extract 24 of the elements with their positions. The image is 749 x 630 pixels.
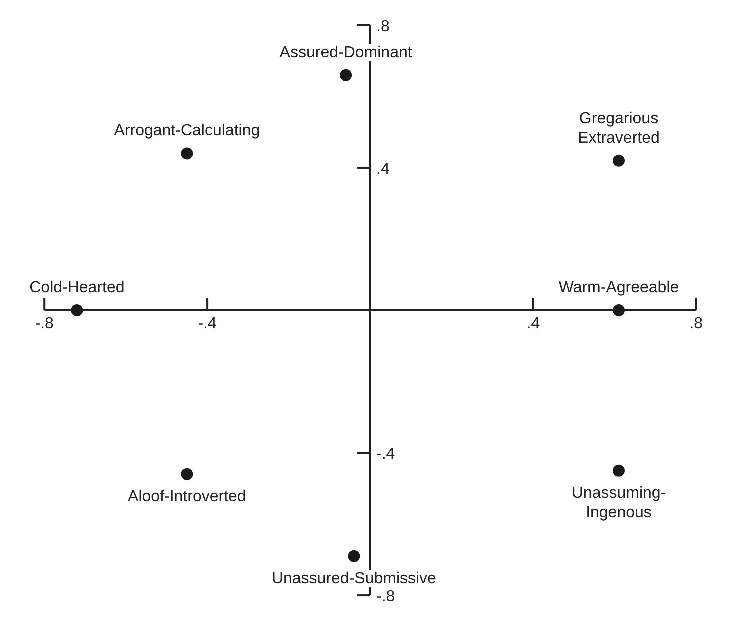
point	[340, 69, 352, 82]
point	[612, 464, 625, 477]
x-tick-label: -.4	[198, 316, 217, 332]
y-tick-label: .4	[376, 160, 390, 178]
point	[71, 304, 84, 316]
point	[612, 154, 625, 167]
series-label: Cold-Hearted	[30, 280, 125, 296]
series-label: Gregarious Extraverted	[578, 110, 660, 147]
x-tick-label: .4	[526, 316, 540, 332]
point	[348, 550, 360, 562]
series-label: Assured-Dominant	[280, 44, 413, 62]
point	[612, 304, 625, 316]
point	[181, 148, 194, 160]
point	[181, 468, 194, 480]
y-tick-label: .8	[376, 18, 390, 36]
x-tick-label: -.8	[35, 316, 54, 332]
x-tick-label: .8	[690, 316, 704, 332]
y-tick-label: -.4	[376, 446, 396, 464]
series-label: Aloof-Introverted	[128, 488, 246, 506]
series-label: Warm-Agreeable	[558, 280, 680, 296]
series-label: Unassuming- Ingenous	[572, 484, 666, 522]
series-label: Unassured-Submissive	[272, 570, 437, 588]
y-tick-label: -.8	[376, 588, 396, 606]
series-label: Arrogant-Calculating	[114, 122, 260, 140]
